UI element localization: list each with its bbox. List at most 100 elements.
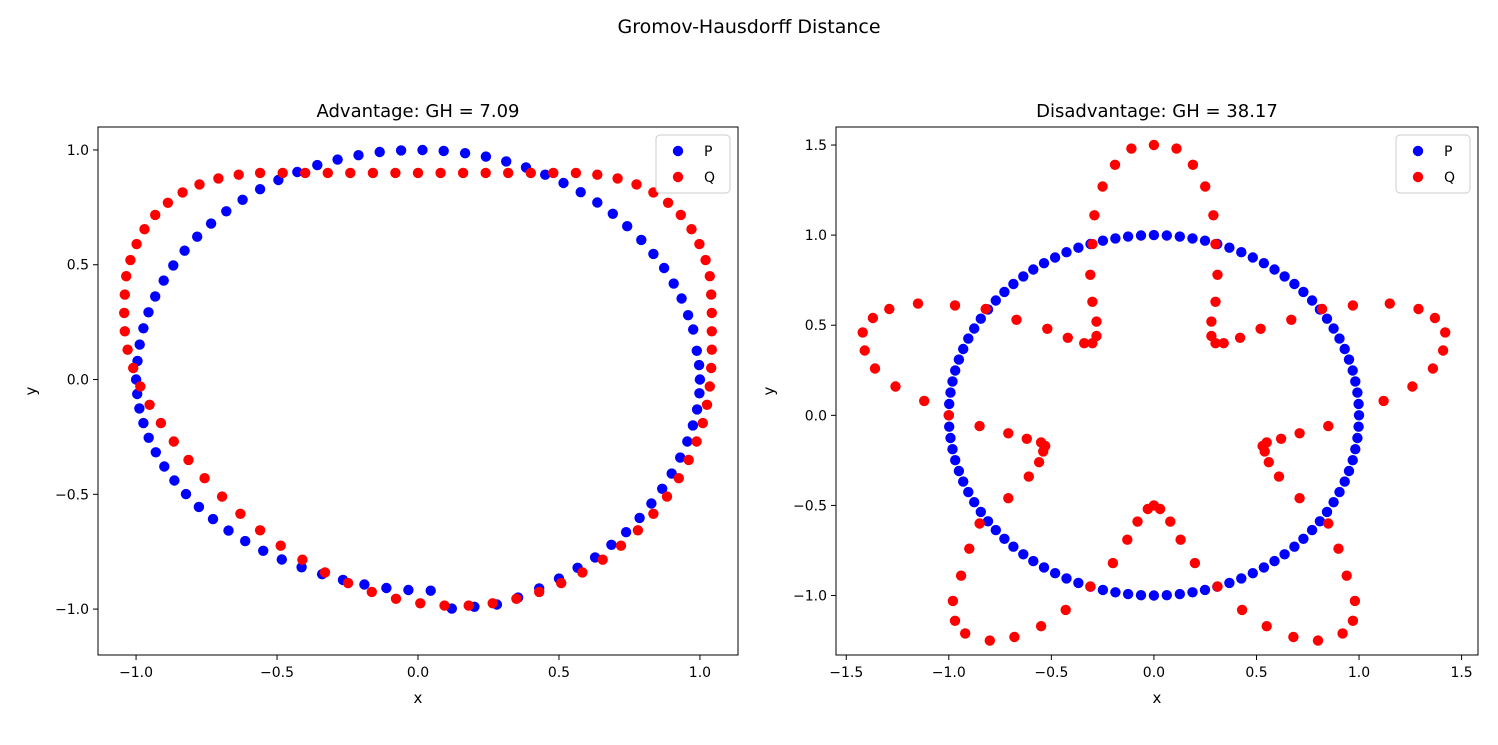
chart-2-point-P-77 [1174, 588, 1186, 600]
chart-1-point-Q-75 [706, 362, 717, 374]
chart-1-point-P-7 [658, 262, 670, 274]
chart-2-point-P-46 [950, 365, 961, 376]
chart-1-point-Q-18 [412, 167, 424, 179]
chart-1-point-Q-77 [706, 326, 717, 337]
chart-2-legend-label-Q: Q [1444, 170, 1455, 186]
chart-2-xtick-label-0: −1.5 [829, 665, 863, 681]
chart-2-xtick-label-2: −0.5 [1034, 665, 1068, 681]
chart-1-point-Q-32 [139, 224, 150, 235]
chart-2-point-Q-45 [1189, 557, 1201, 569]
chart-1-point-Q-37 [119, 307, 130, 319]
chart-2-ylabel: y [760, 386, 778, 395]
chart-2-point-P-85 [1269, 555, 1280, 567]
chart-2-point-P-11 [1306, 295, 1318, 306]
chart-1-point-Q-5 [675, 209, 686, 221]
chart-2-point-P-23 [1174, 231, 1186, 242]
chart-2-point-Q-50 [1142, 503, 1154, 515]
chart-1-point-P-61 [381, 582, 392, 594]
chart-1-point-Q-42 [144, 399, 155, 410]
chart-1-point-P-54 [240, 535, 251, 547]
chart-1-point-Q-58 [463, 600, 474, 611]
chart-2-point-P-99 [1353, 421, 1364, 432]
chart-2-point-Q-12 [1234, 332, 1246, 343]
chart-1-point-Q-46 [199, 473, 210, 484]
chart-1-point-P-5 [676, 293, 687, 304]
chart-2-title: Disadvantage: GH = 38.17 [1036, 101, 1278, 122]
chart-2-point-P-98 [1352, 432, 1363, 444]
chart-2-point-P-97 [1350, 444, 1361, 455]
chart-2-point-P-75 [1148, 590, 1160, 601]
chart-1-point-Q-22 [322, 167, 333, 179]
chart-1-point-P-74 [634, 512, 645, 524]
chart-2-point-P-55 [953, 465, 965, 477]
chart-2-point-Q-16 [1347, 300, 1359, 311]
chart-2-point-Q-18 [1413, 303, 1424, 315]
chart-1-point-Q-33 [131, 238, 142, 250]
chart-2-point-Q-59 [960, 628, 971, 639]
chart-1-point-Q-3 [694, 238, 705, 250]
chart-2-point-Q-61 [947, 595, 959, 607]
chart-2-point-P-37 [1008, 278, 1019, 290]
chart-1-point-P-3 [688, 324, 699, 335]
chart-2-point-P-83 [1247, 568, 1259, 579]
chart-1-point-P-12 [592, 197, 603, 208]
chart-1-point-Q-28 [194, 179, 205, 190]
chart-2-point-Q-53 [1107, 557, 1119, 569]
chart-2-point-Q-44 [1212, 581, 1223, 592]
chart-1-point-Q-26 [233, 169, 244, 180]
chart-1-point-P-76 [657, 483, 668, 494]
chart-2-point-P-92 [1328, 497, 1339, 508]
chart-2-point-P-53 [947, 444, 958, 455]
chart-1-point-Q-35 [121, 271, 132, 282]
chart-2-series-P [943, 229, 1365, 601]
chart-1-point-Q-69 [673, 473, 684, 484]
chart-2-point-P-3 [1350, 376, 1361, 387]
chart-2-point-Q-30 [1259, 446, 1270, 457]
chart-1-point-P-29 [254, 184, 266, 195]
chart-2-point-Q-95 [1089, 210, 1100, 221]
chart-2-point-P-41 [975, 313, 986, 324]
chart-1-point-Q-34 [125, 254, 136, 266]
chart-2-point-P-21 [1199, 235, 1211, 246]
chart-2-xtick-label-3: 0.0 [1143, 665, 1165, 681]
chart-2-point-Q-6 [1212, 269, 1223, 280]
chart-2-point-P-42 [969, 323, 980, 334]
chart-2-point-P-95 [1343, 465, 1355, 477]
chart-1-point-Q-19 [390, 167, 401, 179]
chart-2-ytick-label-5: 1.5 [805, 138, 827, 154]
chart-2-point-P-32 [1061, 247, 1072, 258]
chart-2-point-P-9 [1321, 313, 1333, 324]
chart-1-point-Q-31 [150, 209, 161, 221]
chart-2-point-P-58 [969, 497, 980, 508]
chart-2-point-Q-1 [1171, 143, 1182, 154]
chart-2-point-P-0 [1353, 410, 1365, 421]
chart-1-point-Q-56 [415, 598, 426, 609]
chart-1-point-P-22 [395, 145, 407, 156]
chart-1-point-P-6 [668, 278, 679, 289]
chart-1-point-P-13 [575, 187, 586, 198]
chart-1-legend-label-Q: Q [704, 170, 715, 186]
chart-2-point-P-16 [1258, 258, 1270, 269]
chart-2-point-P-71 [1097, 584, 1109, 596]
chart-2-point-Q-14 [1286, 314, 1297, 325]
chart-2-point-Q-21 [1437, 345, 1449, 356]
chart-2-point-Q-57 [1009, 631, 1020, 643]
chart-2-point-Q-58 [984, 635, 995, 646]
chart-2-point-Q-73 [974, 420, 985, 432]
chart-2-point-Q-36 [1341, 570, 1352, 581]
chart-1-point-Q-44 [168, 436, 179, 447]
chart-2-point-Q-56 [1035, 621, 1047, 632]
chart-2-point-Q-74 [943, 410, 954, 421]
chart-1-point-Q-59 [487, 598, 498, 609]
chart-2-point-P-8 [1328, 323, 1339, 334]
chart-2-point-P-65 [1028, 555, 1039, 567]
chart-2-legend-box [1395, 134, 1471, 194]
chart-2-point-P-84 [1258, 562, 1270, 573]
chart-1-xtick-label-1: −0.5 [260, 665, 294, 681]
chart-1-ytick-label-4: 1.0 [67, 143, 89, 159]
chart-1-point-P-1 [693, 359, 705, 371]
chart-2-point-Q-78 [859, 345, 870, 356]
chart-2-series-Q [857, 139, 1451, 646]
chart-2-ytick-label-2: 0.0 [805, 408, 827, 424]
chart-2-point-P-36 [1018, 271, 1029, 282]
